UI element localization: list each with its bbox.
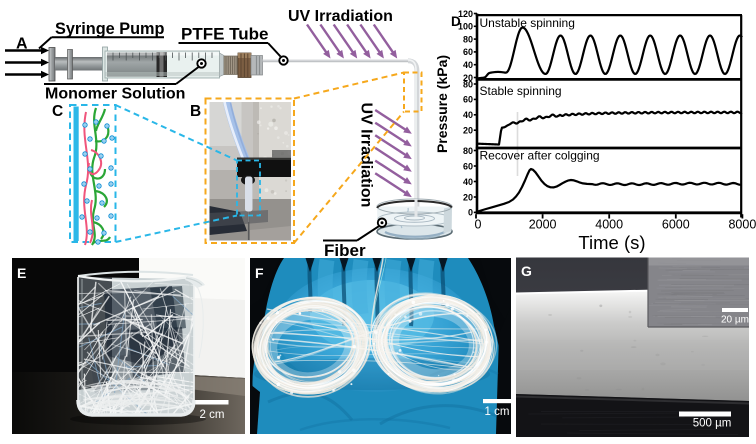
svg-text:80: 80 bbox=[463, 34, 473, 44]
svg-text:B: B bbox=[190, 103, 201, 120]
svg-text:Monomer Solution: Monomer Solution bbox=[45, 86, 185, 103]
svg-text:F: F bbox=[255, 265, 264, 281]
svg-text:120: 120 bbox=[458, 9, 473, 19]
svg-text:2 cm: 2 cm bbox=[200, 409, 225, 421]
svg-text:500 µm: 500 µm bbox=[693, 418, 732, 430]
svg-text:UV Irradiation: UV Irradiation bbox=[288, 8, 393, 25]
svg-text:20: 20 bbox=[463, 126, 473, 136]
svg-text:4000: 4000 bbox=[595, 218, 623, 232]
svg-text:Pressure (kPa): Pressure (kPa) bbox=[434, 55, 450, 153]
svg-text:60: 60 bbox=[463, 47, 473, 57]
svg-text:20 µm: 20 µm bbox=[721, 315, 749, 326]
svg-text:100: 100 bbox=[458, 22, 473, 32]
svg-text:PTFE Tube: PTFE Tube bbox=[181, 25, 269, 44]
svg-text:Stable spinning: Stable spinning bbox=[480, 84, 562, 98]
svg-text:20: 20 bbox=[463, 192, 473, 202]
svg-text:G: G bbox=[521, 263, 532, 279]
svg-text:40: 40 bbox=[463, 60, 473, 70]
svg-text:60: 60 bbox=[463, 95, 473, 105]
svg-text:E: E bbox=[17, 265, 26, 281]
svg-text:20: 20 bbox=[463, 73, 473, 83]
svg-text:60: 60 bbox=[463, 161, 473, 171]
svg-text:8000: 8000 bbox=[728, 218, 756, 232]
svg-text:Time (s): Time (s) bbox=[578, 232, 645, 253]
svg-text:UV Irradiation: UV Irradiation bbox=[358, 103, 375, 208]
svg-text:Recover after colgging: Recover after colgging bbox=[480, 149, 600, 163]
svg-text:D: D bbox=[451, 14, 461, 29]
svg-text:0: 0 bbox=[468, 208, 473, 218]
svg-text:Unstable spinning: Unstable spinning bbox=[480, 16, 575, 30]
svg-text:80: 80 bbox=[463, 79, 473, 89]
svg-text:40: 40 bbox=[463, 110, 473, 120]
svg-text:2000: 2000 bbox=[529, 218, 557, 232]
svg-text:Fiber: Fiber bbox=[324, 241, 366, 260]
svg-text:Syringe Pump: Syringe Pump bbox=[55, 20, 165, 38]
svg-text:6000: 6000 bbox=[662, 218, 690, 232]
svg-text:1 cm: 1 cm bbox=[485, 406, 510, 418]
svg-text:A: A bbox=[16, 36, 28, 53]
svg-text:80: 80 bbox=[463, 146, 473, 156]
svg-text:0: 0 bbox=[475, 218, 482, 232]
svg-text:C: C bbox=[52, 103, 63, 120]
svg-text:40: 40 bbox=[463, 177, 473, 187]
